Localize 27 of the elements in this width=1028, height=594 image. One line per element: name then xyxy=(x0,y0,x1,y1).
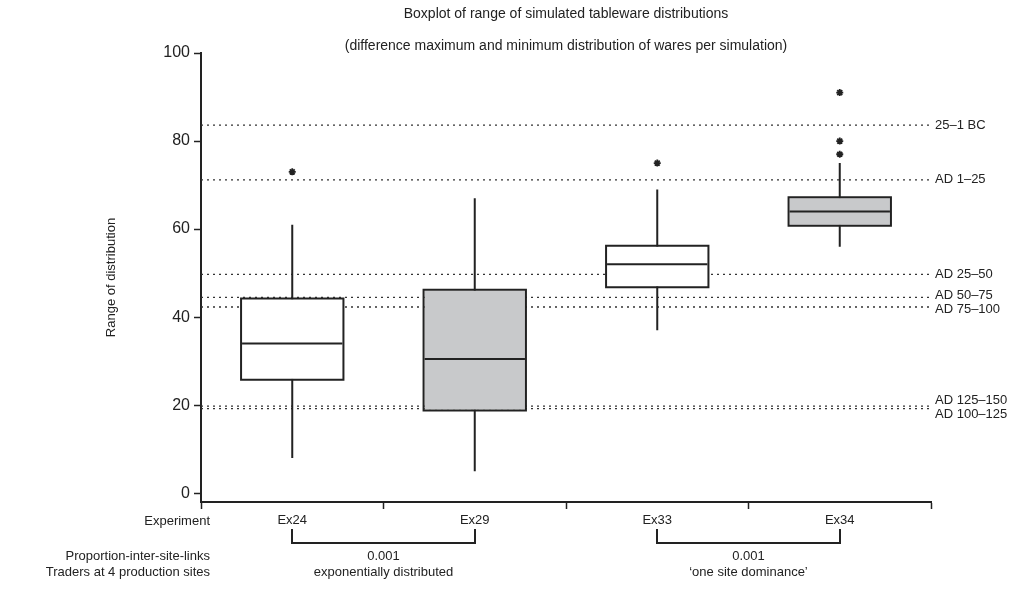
text: ‘one site dominance’ xyxy=(689,563,808,579)
text: Proportion-inter-site-links xyxy=(65,547,211,563)
x-axis-title: Experiment xyxy=(144,512,211,528)
y-tick-label: 80 xyxy=(172,131,191,149)
ref-line-label: AD 25–50 xyxy=(935,266,993,281)
ref-line-label: AD 1–25 xyxy=(935,171,986,187)
y-tick-label: 20 xyxy=(172,395,191,413)
y-axis-title: Range of distribution xyxy=(103,217,119,338)
chart-title: Boxplot of range of simulated tableware distributions xyxy=(403,4,729,21)
x-tick-label: Ex33 xyxy=(642,512,673,528)
ref-line-label: AD 125–150 xyxy=(935,391,1008,407)
x-tick-label: Ex29 xyxy=(459,512,490,528)
text: 0.001 xyxy=(732,547,765,563)
y-tick-label: 40 xyxy=(172,307,191,325)
text: 0.001 xyxy=(367,547,400,563)
y-tick-label: 100 xyxy=(163,43,191,61)
text: exponentially distributed xyxy=(313,563,454,579)
chart-subtitle: (difference maximum and minimum distribution of wares per simulation) xyxy=(344,36,788,53)
text: Traders at 4 production sites xyxy=(45,563,211,579)
ref-line-label: AD 75–100 xyxy=(935,300,1001,316)
ref-line-label: AD 50–75 xyxy=(935,286,993,302)
ref-line-label: 25–1 BC xyxy=(935,116,986,132)
x-tick-label: Ex34 xyxy=(824,512,855,528)
y-tick-label: 60 xyxy=(172,219,191,237)
x-tick-label: Ex24 xyxy=(277,512,308,528)
ref-line-label: AD 100–125 xyxy=(935,405,1008,421)
y-tick-label: 0 xyxy=(181,483,191,501)
